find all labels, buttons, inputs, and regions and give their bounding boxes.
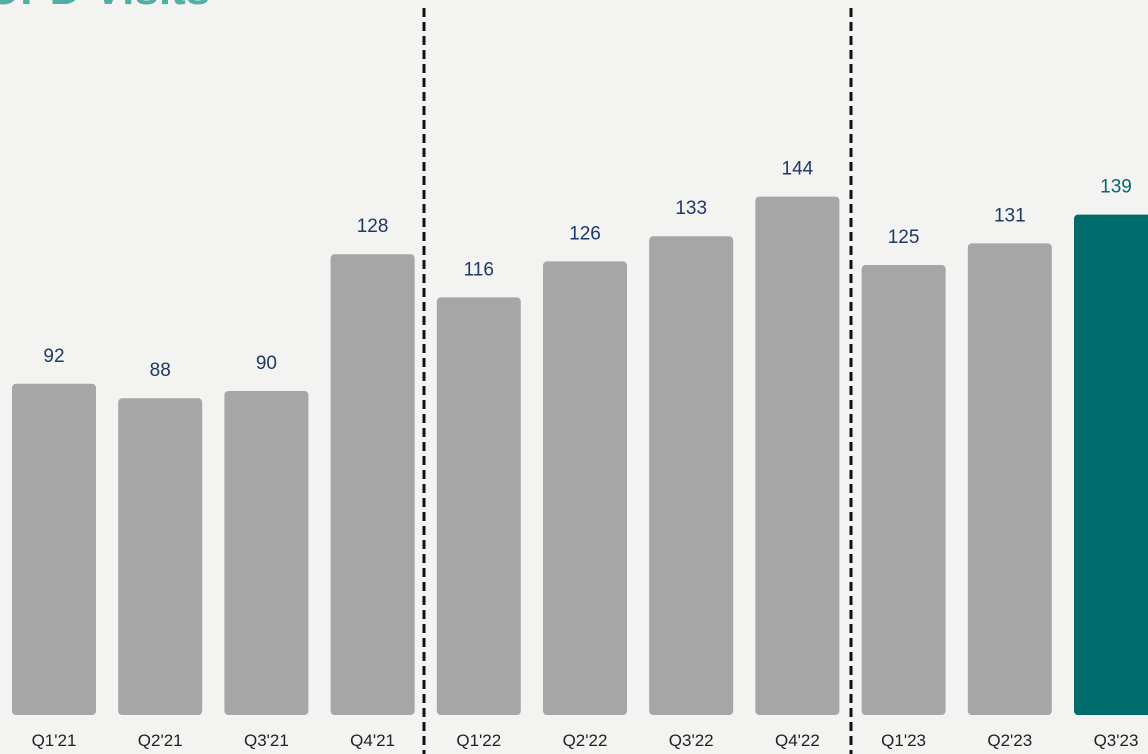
bar	[118, 398, 202, 715]
value-label: 128	[357, 216, 389, 237]
x-tick-label: Q1'21	[32, 731, 77, 750]
value-label: 131	[994, 205, 1026, 226]
bar	[649, 236, 733, 715]
x-tick-label: Q4'21	[350, 731, 395, 750]
bar	[437, 297, 521, 715]
value-label: 125	[888, 227, 920, 248]
bar	[968, 243, 1052, 715]
value-label: 116	[464, 259, 494, 280]
x-tick-label: Q1'23	[881, 731, 926, 750]
x-tick-label: Q2'22	[563, 731, 608, 750]
x-tick-label: Q3'23	[1094, 731, 1139, 750]
value-label: 92	[43, 346, 64, 367]
value-label: 90	[256, 353, 277, 374]
bar	[331, 254, 415, 715]
bar	[12, 384, 96, 715]
x-tick-label: Q3'22	[669, 731, 714, 750]
bar	[224, 391, 308, 715]
x-tick-label: Q2'21	[138, 731, 183, 750]
chart: OPD Visits 92 Q1'21 88 Q2'21 90 Q3'21 128 Q4'21…	[0, 0, 1148, 754]
bar	[862, 265, 946, 715]
value-label: 88	[150, 360, 171, 381]
value-label: 133	[675, 198, 707, 219]
value-label: 126	[569, 223, 601, 244]
x-tick-label: Q3'21	[244, 731, 289, 750]
value-label: 139	[1100, 177, 1132, 198]
bar	[543, 261, 627, 715]
bar	[755, 197, 839, 715]
x-tick-label: Q1'22	[456, 731, 501, 750]
x-tick-label: Q4'22	[775, 731, 820, 750]
chart-title: OPD Visits	[0, 0, 210, 14]
bar	[1074, 215, 1148, 715]
value-label: 144	[782, 159, 814, 180]
x-tick-label: Q2'23	[987, 731, 1032, 750]
